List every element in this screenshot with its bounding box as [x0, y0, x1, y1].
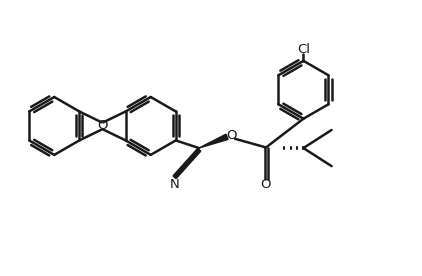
Text: Cl: Cl — [297, 43, 310, 56]
Text: O: O — [226, 129, 236, 142]
Text: O: O — [260, 178, 271, 191]
Polygon shape — [199, 134, 228, 148]
Text: O: O — [97, 120, 108, 132]
Text: N: N — [170, 178, 180, 191]
